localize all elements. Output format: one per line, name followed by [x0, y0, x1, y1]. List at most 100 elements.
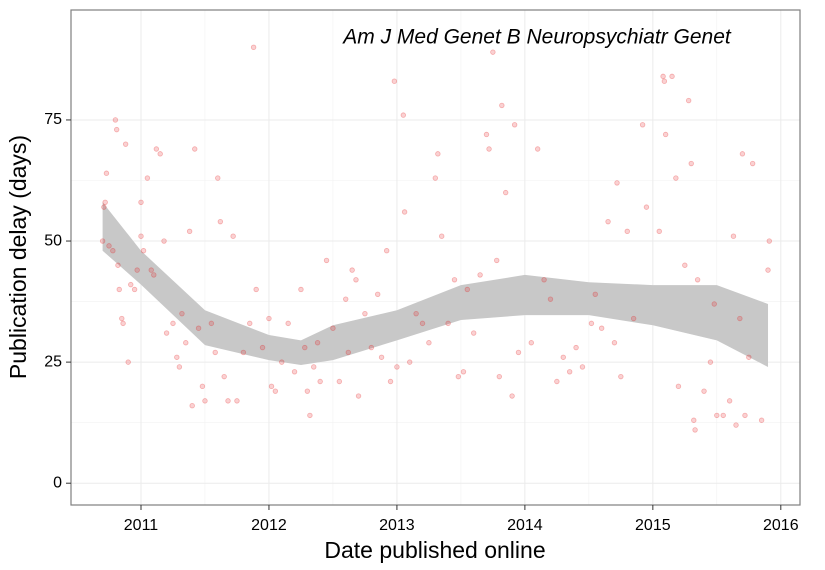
- point: [605, 218, 611, 225]
- point: [102, 199, 108, 205]
- y-tick-label: 25: [44, 353, 62, 370]
- point: [336, 378, 343, 385]
- point: [362, 310, 368, 317]
- point: [682, 262, 688, 268]
- point: [435, 151, 441, 157]
- point: [720, 412, 726, 419]
- point: [250, 44, 257, 50]
- point: [110, 248, 116, 254]
- point: [148, 267, 154, 273]
- y-tick-label: 50: [44, 232, 62, 249]
- point: [298, 286, 304, 293]
- point: [113, 126, 120, 133]
- point: [470, 330, 477, 336]
- point: [378, 354, 385, 360]
- axes: 2011 2012 2013 2014 2015 2016 0 25 50 75: [44, 111, 799, 534]
- point: [355, 393, 362, 399]
- point: [138, 233, 144, 239]
- point: [161, 238, 167, 244]
- point: [749, 160, 756, 167]
- y-tick-label: 75: [44, 111, 62, 128]
- x-tick-label: 2011: [124, 517, 159, 534]
- point: [618, 373, 624, 380]
- point: [598, 325, 605, 331]
- point: [711, 301, 717, 307]
- point: [157, 151, 163, 157]
- point: [253, 286, 259, 293]
- confidence-band: [102, 202, 769, 367]
- point: [302, 344, 308, 351]
- point: [439, 233, 445, 239]
- point: [179, 310, 185, 317]
- point: [285, 320, 291, 327]
- x-tick-label: 2012: [251, 517, 287, 534]
- point: [225, 398, 231, 404]
- point: [483, 131, 490, 138]
- point: [304, 388, 311, 394]
- point: [407, 359, 413, 365]
- point: [554, 378, 560, 385]
- smooth-band: [102, 202, 769, 367]
- point: [120, 320, 126, 327]
- point: [195, 325, 202, 331]
- point: [413, 310, 419, 317]
- point: [643, 204, 650, 210]
- point: [174, 354, 180, 360]
- point: [119, 315, 125, 322]
- point: [730, 233, 737, 239]
- point: [199, 383, 206, 390]
- point: [138, 199, 144, 205]
- point: [737, 315, 743, 322]
- point: [323, 257, 330, 264]
- point: [375, 291, 381, 298]
- point: [208, 320, 215, 327]
- point: [387, 378, 394, 385]
- point: [419, 320, 426, 327]
- point: [669, 73, 675, 80]
- point: [673, 175, 679, 181]
- point: [560, 354, 566, 360]
- point: [212, 349, 218, 356]
- point: [499, 102, 505, 109]
- point: [131, 286, 138, 293]
- point: [140, 248, 147, 254]
- point: [588, 320, 595, 327]
- point: [268, 383, 275, 390]
- point: [317, 378, 323, 385]
- point: [726, 398, 733, 404]
- point: [494, 257, 500, 264]
- point: [330, 325, 336, 331]
- x-tick-label: 2014: [507, 517, 543, 534]
- point: [144, 175, 151, 181]
- point: [103, 170, 110, 176]
- point: [272, 388, 279, 394]
- point: [115, 262, 121, 268]
- point: [391, 78, 398, 84]
- point: [349, 267, 355, 273]
- point: [611, 340, 618, 346]
- point: [186, 228, 193, 235]
- point: [675, 383, 682, 390]
- point: [234, 398, 240, 404]
- point: [509, 393, 515, 399]
- point: [511, 122, 518, 128]
- point: [368, 344, 375, 351]
- point: [314, 340, 321, 346]
- point: [394, 364, 400, 370]
- point: [128, 281, 134, 288]
- point: [345, 349, 351, 356]
- point: [592, 291, 598, 298]
- point: [624, 228, 630, 235]
- point: [490, 49, 496, 55]
- point: [758, 417, 765, 423]
- point: [116, 286, 122, 293]
- x-tick-label: 2013: [379, 517, 415, 534]
- point: [502, 189, 509, 196]
- point: [733, 422, 739, 428]
- point: [614, 180, 620, 186]
- point: [566, 369, 573, 375]
- point: [401, 209, 408, 215]
- point: [707, 359, 714, 365]
